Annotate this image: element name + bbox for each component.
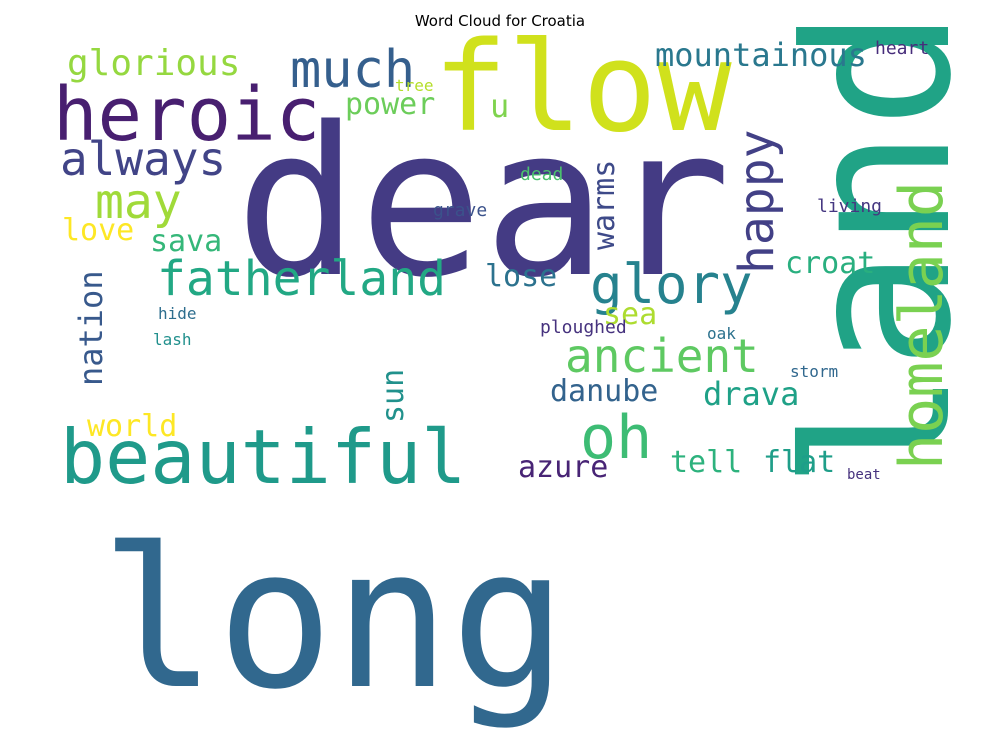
word-grave: grave <box>433 200 488 221</box>
word-dead: dead <box>520 164 564 185</box>
word-hide: hide <box>158 304 197 323</box>
word-azure: azure <box>518 450 609 485</box>
word-warms: warms <box>587 159 622 250</box>
word-living: living <box>817 196 883 217</box>
word-lose: lose <box>485 259 558 294</box>
word-tree: tree <box>395 76 434 95</box>
word-glorious: glorious <box>67 43 241 84</box>
word-cloud: dear long land flow heroic beautiful hom… <box>50 8 996 716</box>
word-tell: tell <box>670 445 743 480</box>
word-beat: beat <box>847 467 881 483</box>
word-ancient: ancient <box>565 329 759 383</box>
word-much: much <box>290 40 416 100</box>
word-flow: flow <box>433 16 732 160</box>
word-sava: sava <box>150 224 223 259</box>
word-lash: lash <box>153 330 192 349</box>
word-croat: croat <box>785 246 876 281</box>
word-love: love <box>62 213 135 248</box>
word-mountainous: mountainous <box>655 36 867 74</box>
word-drava: drava <box>703 375 800 413</box>
word-fatherland: fatherland <box>157 251 446 307</box>
word-ploughed: ploughed <box>540 317 627 338</box>
word-dear: dear <box>235 83 732 323</box>
word-homeland: homeland <box>887 181 957 470</box>
word-storm: storm <box>790 362 839 381</box>
word-u: u <box>490 87 510 125</box>
word-oak: oak <box>707 324 736 343</box>
word-long: long <box>100 506 568 732</box>
word-sun: sun <box>376 368 411 423</box>
word-world: world <box>87 409 178 444</box>
word-nation: nation <box>72 270 110 386</box>
word-beautiful: beautiful <box>60 413 467 501</box>
word-heroic: heroic <box>53 72 321 158</box>
word-power: power <box>345 87 436 122</box>
word-happy: happy <box>729 129 785 275</box>
word-always: always <box>60 132 227 186</box>
word-sea: sea <box>603 297 658 332</box>
chart-title: Word Cloud for Croatia <box>414 12 586 30</box>
word-danube: danube <box>550 374 659 409</box>
word-glory: glory <box>590 253 753 316</box>
word-oh: oh <box>580 403 653 473</box>
word-may: may <box>95 174 182 230</box>
word-flat: flat <box>763 445 836 480</box>
word-heart: heart <box>875 38 930 59</box>
